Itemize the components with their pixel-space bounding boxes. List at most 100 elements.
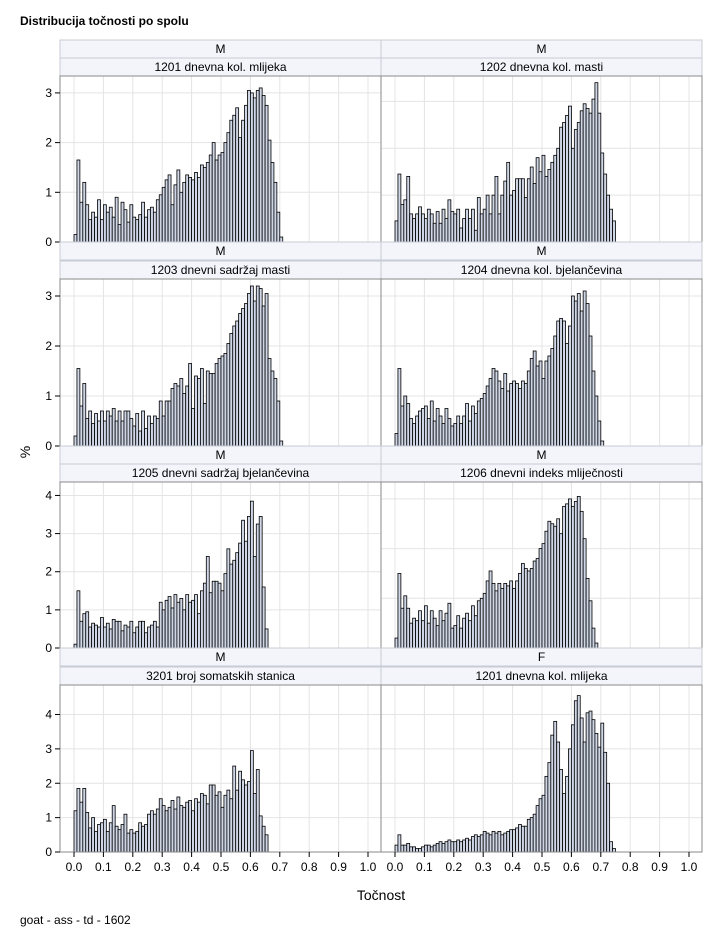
panel-2-bar	[444, 218, 449, 243]
panel-3-bar	[220, 355, 225, 447]
panel-2-bar	[606, 194, 611, 243]
panel-6-bar	[579, 510, 584, 649]
panel-1-ytick-label: 0	[45, 235, 52, 249]
panel-7-bar	[247, 781, 251, 853]
panel-6-bar	[471, 605, 475, 649]
panel-6-bar	[429, 610, 434, 649]
panel-3-bar	[202, 403, 207, 447]
panel-7-sex-label: M	[216, 650, 226, 664]
panel-8-xtick-label: 0.7	[592, 860, 609, 874]
panel-7-bar	[185, 801, 190, 853]
panel-1-ytick-label: 3	[45, 86, 52, 100]
panel-4-bar	[582, 290, 587, 447]
panel-7-bar	[82, 788, 87, 853]
panel-2-bar	[497, 213, 502, 243]
panel-7-xtick-label: 1.0	[360, 860, 377, 874]
panel-6-bar	[506, 585, 511, 649]
panel-5-bar	[132, 632, 137, 649]
panel-3-bar	[238, 313, 242, 447]
panel-6-bar	[421, 620, 425, 649]
panel-2-bar	[423, 218, 428, 243]
panel-2-bar	[450, 211, 455, 243]
panel-2-bar	[441, 208, 446, 243]
panel-2-sex-label: M	[537, 42, 547, 56]
panel-1-bar	[117, 224, 122, 243]
panel-8-sex-label: F	[538, 650, 545, 664]
panel-6-bar	[565, 503, 569, 649]
panel-4-bar	[526, 370, 531, 447]
panel-4-bar	[594, 395, 599, 447]
panel-5-bar	[79, 620, 84, 649]
panel-8-bar	[597, 746, 602, 853]
panel-2-bar	[394, 220, 399, 243]
panel-5-bar	[129, 620, 134, 649]
panel-3-ytick-label: 2	[45, 339, 52, 353]
panel-7-bar	[191, 810, 195, 853]
panel-8-bar	[471, 836, 475, 853]
panel-1-bar	[94, 216, 98, 243]
panel-1-bar	[182, 181, 187, 243]
panel-3-ytick-label: 0	[45, 439, 52, 453]
panel-5-bar	[114, 620, 119, 649]
panel-1-bar	[158, 194, 163, 243]
panel-5-sex-label: M	[216, 448, 226, 462]
panel-6-bar	[435, 625, 440, 649]
panel-8-bar	[450, 841, 455, 853]
panel-3-bar	[82, 383, 87, 447]
panel-8-bar	[576, 695, 581, 853]
panel-7-bar	[117, 829, 122, 853]
panel-2-bar	[462, 218, 466, 243]
panel-6-bar	[550, 523, 555, 649]
panel-5-bar	[94, 624, 98, 649]
panel-2-bar	[500, 194, 505, 243]
panel-6-bar	[406, 607, 411, 649]
panel-2-bar	[438, 222, 443, 243]
panel-8-bar	[579, 717, 584, 853]
panel-2-bar	[512, 190, 516, 243]
panel-3-bar	[111, 408, 116, 447]
panel-4-bar	[532, 350, 537, 447]
panel-4-bar	[473, 413, 478, 447]
panel-7-xtick-label: 0.3	[154, 860, 171, 874]
panel-8-bar	[550, 734, 555, 853]
panel-8-bar	[444, 841, 449, 853]
panel-8-bar	[568, 748, 572, 853]
panel-3-bar	[211, 373, 216, 447]
panel-6-bar	[553, 525, 558, 649]
panel-2-bar	[418, 206, 422, 243]
panel-2-bar	[573, 129, 578, 243]
panel-2-bar	[556, 147, 561, 243]
panel-2-bar	[600, 152, 605, 243]
panel-3-bar	[123, 410, 128, 447]
panel-2-bar	[518, 178, 522, 243]
panel-4-bar	[465, 403, 469, 447]
panel-7-xtick-label: 0.9	[330, 860, 347, 874]
panel-3-bar	[114, 420, 119, 447]
panel-8-bar	[594, 733, 599, 853]
panel-6-bar	[444, 612, 449, 649]
panel-6-bar	[576, 496, 581, 649]
panel-8-bar	[603, 751, 608, 853]
panel-5-ytick-label: 2	[45, 565, 52, 579]
panel-8-bar	[506, 830, 511, 853]
panel-1-bar	[176, 169, 181, 243]
panel-6-bar	[450, 627, 455, 649]
panel-5-bar	[135, 626, 140, 649]
panel-8-bar	[556, 741, 561, 853]
panel-8-xtick-label: 0.3	[475, 860, 492, 874]
panel-1-bar	[194, 172, 198, 243]
panel-6-bar	[526, 570, 531, 649]
panel-1-bar	[164, 179, 169, 243]
panel-2-bar	[409, 213, 414, 243]
panel-2-bar	[412, 218, 416, 243]
panel-6-bar	[594, 642, 599, 649]
panel-6-trait-label: 1206 dnevni indeks mliječnosti	[460, 466, 623, 480]
panel-4-bar	[512, 380, 516, 447]
panel-5-bar	[152, 620, 157, 649]
panel-8-xtick-label: 0.9	[651, 860, 668, 874]
panel-2-bar	[565, 115, 569, 243]
panel-2-bar	[568, 105, 572, 243]
panel-2-bar	[576, 122, 581, 243]
panel-5-bar	[158, 601, 163, 649]
panel-5-bar	[111, 618, 116, 649]
